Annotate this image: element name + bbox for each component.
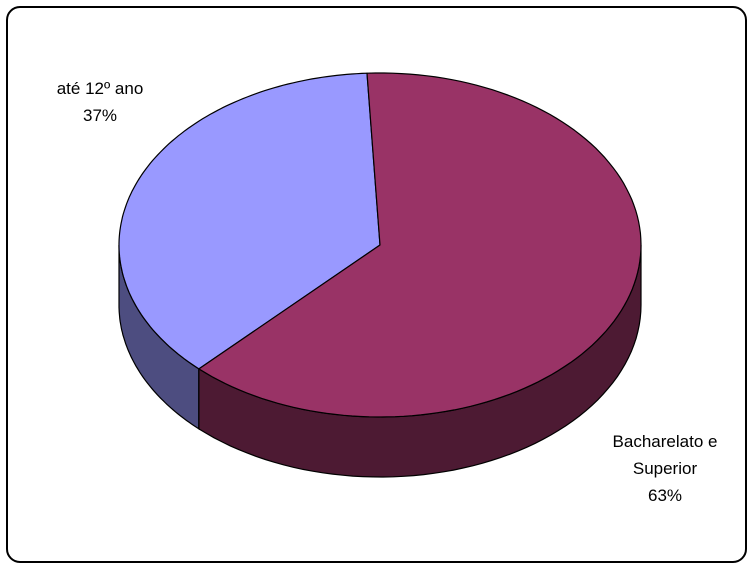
slice-ate-12-ano	[118, 72, 381, 370]
slice-label-text: Bacharelato e	[612, 432, 718, 451]
slice-label-bacharelato: Bacharelato e Superior 63%	[585, 428, 745, 509]
slice-bacharelato	[198, 72, 642, 418]
slice-percent: 37%	[82, 106, 118, 125]
slice-label-ate-12-ano: até 12º ano 37%	[20, 75, 180, 129]
slice-label-text: até 12º ano	[56, 79, 144, 98]
slice-percent: 63%	[647, 486, 683, 505]
slice-label-text: Superior	[632, 459, 698, 478]
